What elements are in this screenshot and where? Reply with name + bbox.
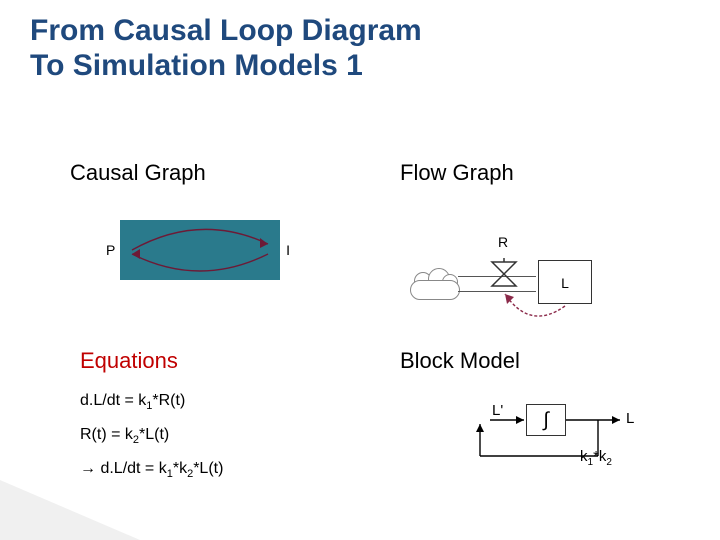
gain-label: k1*k2	[580, 448, 612, 468]
eq3-post: *L(t)	[193, 460, 223, 477]
gain-mid: *k	[593, 448, 606, 465]
integrator-box: ∫	[526, 404, 566, 436]
gain-pre: k	[580, 448, 588, 465]
equations-block: d.L/dt = k1*R(t) R(t) = k2*L(t) → d.L/dt…	[80, 378, 223, 481]
gain-s2: 2	[606, 457, 612, 468]
eq2-post: *L(t)	[139, 426, 169, 443]
integral-icon: ∫	[543, 409, 548, 431]
block-model: L' ∫ L k1*k2	[430, 400, 650, 480]
flow-graph: R L	[410, 196, 630, 316]
eq1-pre: d.L/dt = k	[80, 392, 146, 409]
title-line-1: From Causal Loop Diagram	[30, 14, 422, 47]
eq3-arrow: →	[80, 460, 96, 477]
heading-block-model: Block Model	[400, 348, 520, 374]
heading-flow-graph: Flow Graph	[400, 160, 514, 186]
causal-graph-box: P I	[120, 220, 280, 280]
causal-node-right: I	[286, 242, 290, 258]
heading-causal-graph: Causal Graph	[70, 160, 206, 186]
block-label-lprime: L'	[492, 402, 503, 419]
block-label-l: L	[626, 410, 634, 427]
causal-node-left: P	[106, 242, 115, 258]
page-title: From Causal Loop Diagram To Simulation M…	[30, 14, 422, 83]
eq1-post: *R(t)	[152, 392, 185, 409]
title-line-2: To Simulation Models 1	[30, 49, 363, 82]
eq2-pre: R(t) = k	[80, 426, 133, 443]
causal-arcs	[120, 220, 280, 280]
equation-1: d.L/dt = k1*R(t)	[80, 392, 223, 412]
corner-decoration	[0, 480, 140, 540]
flow-feedback-arc	[410, 196, 630, 336]
slide: From Causal Loop Diagram To Simulation M…	[0, 0, 720, 540]
eq3-pre: d.L/dt = k	[96, 460, 167, 477]
eq3-mid: *k	[173, 460, 187, 477]
equation-3: → d.L/dt = k1*k2*L(t)	[80, 460, 223, 480]
heading-equations: Equations	[80, 348, 178, 374]
equation-2: R(t) = k2*L(t)	[80, 426, 223, 446]
